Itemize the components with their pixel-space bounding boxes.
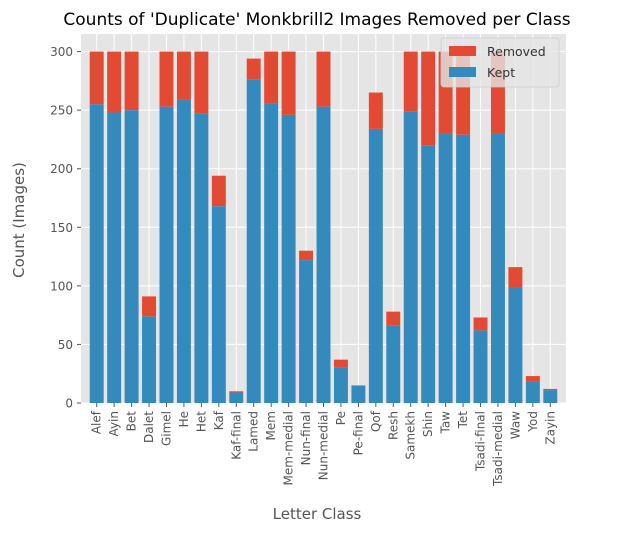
bar-removed-kaf-final — [229, 391, 244, 393]
bar-kept-qof — [368, 128, 383, 403]
bar-kept-resh — [386, 325, 401, 403]
bar-kept-yod — [525, 381, 540, 403]
y-tick-label: 100 — [50, 279, 73, 293]
x-tick-label: Nun-medial — [317, 411, 331, 480]
bar-removed-waw — [508, 267, 523, 288]
x-tick-label: Bet — [125, 411, 139, 432]
x-tick-labels: Alef Ayin Bet Dalet Gimel He Het Kaf Kaf-final La… — [90, 403, 557, 487]
y-tick-label: 150 — [50, 221, 73, 235]
bar-kept-samekh — [403, 111, 418, 404]
bar-removed-mem-medial — [281, 51, 296, 115]
bar-removed-mem — [264, 51, 279, 104]
x-tick-label: Mem — [264, 411, 278, 440]
bar-removed-gimel — [159, 51, 174, 107]
x-tick-label: Samekh — [404, 411, 418, 460]
bar-removed-nun-final — [299, 250, 314, 261]
legend-label-kept: Kept — [487, 65, 515, 80]
x-tick-label: Het — [194, 411, 208, 432]
bar-removed-shin — [421, 51, 436, 146]
x-tick-label: Nun-final — [299, 411, 313, 465]
bar-removed-dalet — [142, 296, 157, 317]
bar-removed-samekh — [403, 51, 418, 112]
bar-kept-tet — [456, 134, 471, 403]
y-tick-labels: 0 50 100 150 200 250 300 — [50, 45, 81, 411]
y-tick-label: 300 — [50, 45, 73, 59]
legend: Removed Kept — [440, 37, 560, 88]
x-tick-label: Resh — [386, 411, 400, 440]
x-tick-label: Zayin — [543, 411, 557, 445]
bar-kept-kaf-final — [229, 392, 244, 403]
legend-swatch-removed — [449, 46, 476, 56]
bar-kept-kaf — [211, 206, 226, 403]
bar-kept-zayin — [543, 390, 558, 403]
x-tick-label: Pe — [334, 411, 348, 425]
bar-removed-het — [194, 51, 209, 114]
bar-removed-yod — [525, 376, 540, 382]
x-axis-label: Letter Class — [273, 505, 362, 523]
x-tick-label: Tsadi-final — [474, 411, 488, 472]
bar-kept-gimel — [159, 106, 174, 403]
y-axis-label: Count (Images) — [10, 162, 28, 278]
bar-removed-ayin — [107, 51, 122, 113]
bar-kept-shin — [421, 145, 436, 404]
bar-kept-nun-medial — [316, 106, 331, 403]
x-tick-label: Yod — [526, 411, 540, 433]
x-tick-label: Kaf — [212, 410, 226, 430]
x-tick-label: Shin — [421, 411, 435, 437]
x-tick-label: Qof — [369, 410, 383, 432]
bar-kept-bet — [124, 110, 139, 404]
x-tick-label: Tet — [456, 411, 470, 430]
x-tick-label: He — [177, 411, 191, 427]
x-tick-label: Pe-final — [351, 411, 365, 455]
bar-kept-waw — [508, 287, 523, 403]
bar-kept-tsadi-final — [473, 330, 488, 403]
bar-removed-pe — [333, 359, 348, 368]
x-tick-label: Lamed — [247, 411, 261, 452]
x-tick-label: Kaf-final — [229, 411, 243, 460]
y-tick-label: 250 — [50, 104, 73, 118]
y-tick-label: 200 — [50, 162, 73, 176]
x-tick-label: Taw — [439, 411, 453, 435]
legend-label-removed: Removed — [487, 44, 546, 59]
bar-kept-het — [194, 113, 209, 404]
chart-title: Counts of 'Duplicate' Monkbrill2 Images … — [63, 10, 570, 30]
bar-kept-ayin — [107, 112, 122, 403]
bar-removed-lamed — [246, 58, 261, 80]
x-tick-label: Gimel — [159, 411, 173, 446]
x-tick-label: Dalet — [142, 411, 156, 443]
bar-removed-kaf — [211, 175, 226, 207]
bar-removed-tsadi-final — [473, 317, 488, 331]
bar-kept-alef — [89, 104, 104, 404]
y-tick-label: 50 — [58, 338, 73, 352]
legend-swatch-kept — [449, 67, 476, 77]
bar-removed-zayin — [543, 388, 558, 391]
x-tick-label: Alef — [90, 410, 104, 434]
bar-kept-he — [176, 99, 191, 403]
x-tick-label: Tsadi-medial — [491, 411, 505, 487]
bar-kept-nun-final — [299, 260, 314, 403]
bar-removed-alef — [89, 51, 104, 105]
x-tick-label: Ayin — [107, 411, 121, 436]
x-tick-label: Waw — [508, 411, 522, 439]
bar-kept-dalet — [142, 316, 157, 403]
y-tick-label: 0 — [65, 397, 73, 411]
bar-removed-nun-medial — [316, 51, 331, 107]
bar-kept-pe — [333, 367, 348, 403]
bar-kept-pe-final — [351, 385, 366, 403]
bar-removed-qof — [368, 92, 383, 129]
bar-removed-resh — [386, 311, 401, 326]
bar-kept-lamed — [246, 79, 261, 403]
bar-removed-he — [176, 51, 191, 100]
bar-removed-bet — [124, 51, 139, 111]
bar-kept-taw — [438, 133, 453, 404]
bar-kept-mem — [264, 103, 279, 403]
x-tick-label: Mem-medial — [282, 411, 296, 485]
bar-kept-mem-medial — [281, 114, 296, 403]
bar-group — [89, 51, 558, 404]
bar-kept-tsadi-medial — [490, 133, 505, 404]
